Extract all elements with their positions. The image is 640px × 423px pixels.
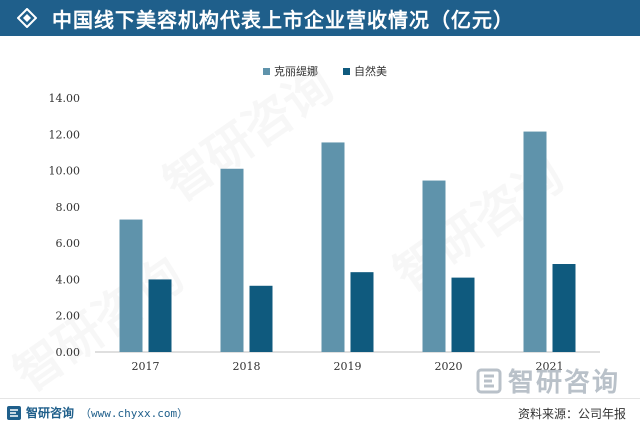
bar-克丽缇娜 bbox=[220, 168, 244, 352]
bar-chart: 克丽缇娜 自然美 0.00 2.00 4.00 6.00 8.00 10.00 12.00 14.… bbox=[49, 64, 600, 373]
bar-自然美 bbox=[451, 277, 475, 352]
legend-label: 克丽缇娜 bbox=[274, 64, 318, 78]
bar-自然美 bbox=[350, 272, 374, 352]
chart-area: 智研咨询 智研咨询 智研咨询 克丽缇娜 自然美 0.00 2.00 4.00 6.00 8.… bbox=[0, 36, 640, 403]
x-tick-label: 2019 bbox=[334, 360, 362, 373]
x-tick-label: 2018 bbox=[233, 360, 261, 373]
bar-自然美 bbox=[249, 285, 273, 352]
bar-自然美 bbox=[148, 279, 172, 352]
footer-brand: 智研咨询 （www.chyxx.com） bbox=[6, 404, 188, 421]
corner-logo-text: 智研咨询 bbox=[507, 368, 620, 398]
chart-title: 中国线下美容机构代表上市企业营收情况（亿元） bbox=[52, 7, 514, 32]
x-tick-label: 2021 bbox=[536, 360, 564, 373]
x-tick-label: 2020 bbox=[435, 360, 463, 373]
logo-icon bbox=[476, 368, 502, 393]
legend-label: 自然美 bbox=[354, 64, 387, 78]
y-tick-label: 6.00 bbox=[56, 237, 81, 250]
title-bar: 中国线下美容机构代表上市企业营收情况（亿元） bbox=[0, 0, 640, 36]
footer-source: 资料来源：公司年报 bbox=[517, 407, 626, 421]
y-tick-label: 0.00 bbox=[56, 346, 81, 359]
legend-swatch bbox=[343, 68, 350, 75]
footer-divider bbox=[0, 398, 640, 399]
y-tick-label: 2.00 bbox=[56, 310, 81, 323]
footer-brand-name: 智研咨询 bbox=[26, 406, 75, 420]
legend-swatch bbox=[263, 68, 270, 75]
y-tick-label: 14.00 bbox=[49, 92, 81, 105]
y-tick-label: 12.00 bbox=[49, 128, 81, 141]
bar-自然美 bbox=[552, 264, 576, 352]
bar-克丽缇娜 bbox=[523, 131, 547, 352]
bar-克丽缇娜 bbox=[321, 142, 345, 352]
footer-website[interactable]: （www.chyxx.com） bbox=[80, 406, 189, 420]
diamond-icon bbox=[16, 7, 38, 29]
bar-克丽缇娜 bbox=[119, 219, 143, 352]
brand-logo-icon bbox=[7, 405, 21, 420]
y-tick-label: 8.00 bbox=[56, 201, 81, 214]
corner-logo: 智研咨询 bbox=[476, 362, 620, 399]
bar-克丽缇娜 bbox=[422, 180, 446, 352]
x-tick-label: 2017 bbox=[132, 360, 160, 373]
y-tick-label: 10.00 bbox=[49, 165, 81, 178]
y-tick-label: 4.00 bbox=[56, 273, 81, 286]
